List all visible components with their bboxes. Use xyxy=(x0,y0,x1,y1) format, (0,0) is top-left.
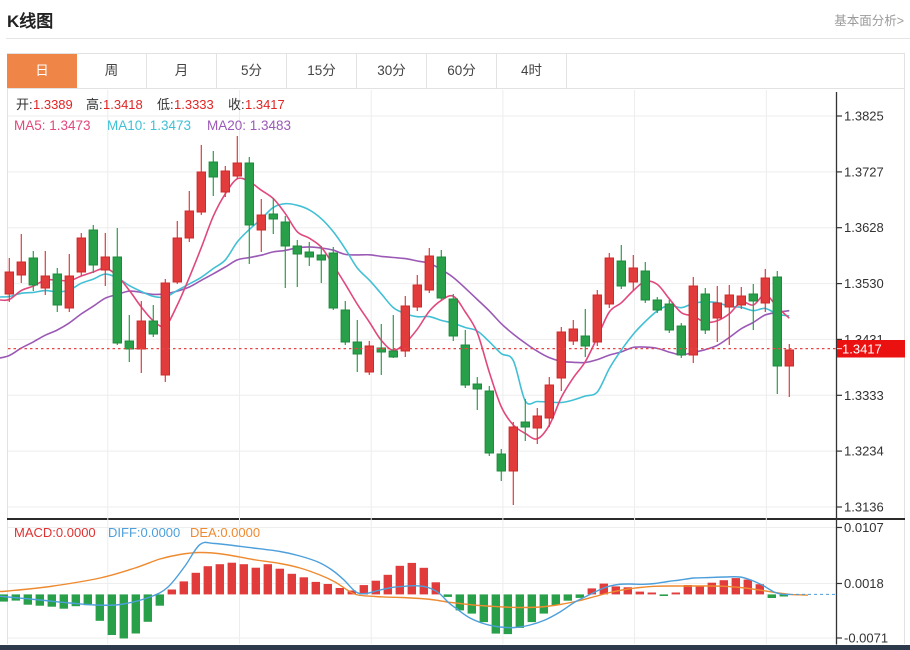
svg-text:1.3389: 1.3389 xyxy=(33,97,73,112)
svg-text:0.0107: 0.0107 xyxy=(844,520,884,535)
svg-text:1.3333: 1.3333 xyxy=(174,97,214,112)
svg-text:DEA:0.0000: DEA:0.0000 xyxy=(190,525,260,540)
svg-text:1.3825: 1.3825 xyxy=(844,109,884,124)
svg-text:1.3530: 1.3530 xyxy=(844,276,884,291)
svg-text:1.3333: 1.3333 xyxy=(844,388,884,403)
svg-text:1.3136: 1.3136 xyxy=(844,500,884,515)
svg-text:1.3234: 1.3234 xyxy=(844,444,884,459)
svg-text:MA20: 1.3483: MA20: 1.3483 xyxy=(207,118,291,133)
svg-text:1.3417: 1.3417 xyxy=(842,342,882,357)
svg-text:-0.0071: -0.0071 xyxy=(844,631,888,646)
svg-text:开:: 开: xyxy=(16,97,33,112)
svg-text:1.3417: 1.3417 xyxy=(245,97,285,112)
svg-text:0.0018: 0.0018 xyxy=(844,576,884,591)
svg-text:MACD:0.0000: MACD:0.0000 xyxy=(14,525,96,540)
svg-text:MA5: 1.3473: MA5: 1.3473 xyxy=(14,118,91,133)
svg-text:收:: 收: xyxy=(228,97,245,112)
svg-text:1.3418: 1.3418 xyxy=(103,97,143,112)
svg-text:MA10: 1.3473: MA10: 1.3473 xyxy=(107,118,191,133)
svg-text:高:: 高: xyxy=(86,97,103,112)
svg-text:1.3727: 1.3727 xyxy=(844,164,884,179)
svg-text:DIFF:0.0000: DIFF:0.0000 xyxy=(108,525,180,540)
svg-text:1.3628: 1.3628 xyxy=(844,220,884,235)
svg-text:低:: 低: xyxy=(157,97,174,112)
